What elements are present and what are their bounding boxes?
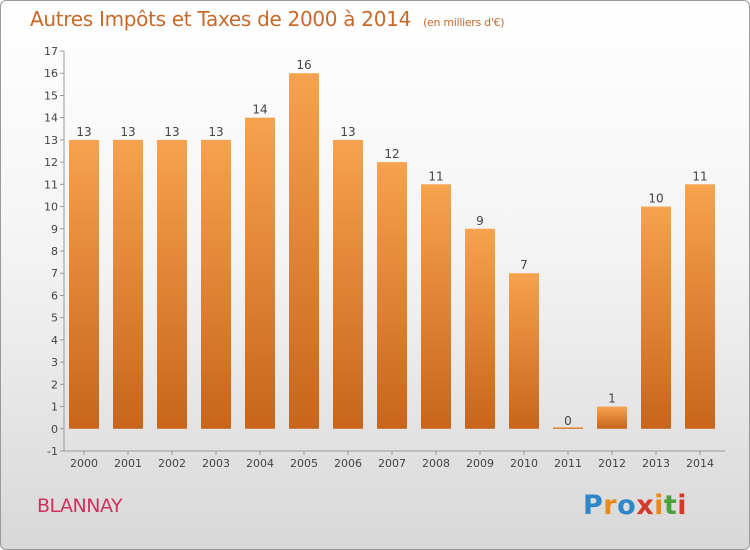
brand-logo-letter: P (583, 490, 604, 521)
x-tick-label: 2012 (598, 457, 626, 470)
bar (289, 73, 319, 429)
y-tick-label: 8 (51, 245, 58, 258)
bar-value-label: 10 (648, 192, 663, 206)
y-tick-label: 0 (51, 423, 58, 436)
bar (157, 139, 187, 429)
brand-logo-letter: i (654, 490, 664, 521)
y-tick-label: 3 (51, 356, 58, 369)
y-tick-label: -1 (47, 445, 58, 458)
bar (685, 184, 715, 429)
y-tick-label: 16 (44, 67, 58, 80)
bar (509, 273, 539, 429)
bar-value-label: 11 (692, 169, 707, 183)
chart-title: Autres Impôts et Taxes de 2000 à 2014 (e… (30, 7, 505, 31)
bar-value-label: 12 (384, 147, 399, 161)
y-tick-label: 17 (44, 45, 58, 58)
y-tick-label: 2 (51, 378, 58, 391)
bar-value-label: 16 (296, 58, 311, 72)
chart-title-text: Autres Impôts et Taxes de 2000 à 2014 (30, 7, 411, 31)
bar (465, 228, 495, 429)
x-tick-label: 2011 (554, 457, 582, 470)
y-tick-label: 14 (44, 112, 58, 125)
x-tick-label: 2008 (422, 457, 450, 470)
y-tick-label: 6 (51, 289, 58, 302)
bar-value-label: 9 (476, 214, 484, 228)
y-tick-label: 1 (51, 401, 58, 414)
bar-value-label: 13 (208, 125, 223, 139)
brand-logo-letter: i (677, 490, 688, 521)
y-tick-label: 4 (51, 334, 58, 347)
x-tick-label: 2004 (246, 457, 274, 470)
x-tick-label: 2014 (686, 457, 714, 470)
bar-value-label: 7 (520, 258, 528, 272)
bar-value-label: 14 (252, 103, 267, 117)
x-tick-label: 2002 (158, 457, 186, 470)
brand-logo-letter: t (663, 490, 678, 521)
bar (69, 139, 99, 429)
bar-value-label: 13 (120, 125, 135, 139)
x-tick-label: 2007 (378, 457, 406, 470)
bar-value-label: 13 (164, 125, 179, 139)
bar (201, 139, 231, 429)
bar (245, 117, 275, 429)
y-tick-label: 11 (44, 178, 58, 191)
y-tick-label: 7 (51, 267, 58, 280)
x-tick-label: 2005 (290, 457, 318, 470)
y-tick-label: 12 (44, 156, 58, 169)
brand-logo-letter: o (617, 490, 637, 521)
y-tick-label: 5 (51, 312, 58, 325)
y-tick-label: 9 (51, 223, 58, 236)
bar (553, 427, 583, 429)
bar (377, 162, 407, 429)
x-tick-label: 2001 (114, 457, 142, 470)
x-tick-label: 2010 (510, 457, 538, 470)
bar (113, 139, 143, 429)
bar-value-label: 13 (76, 125, 91, 139)
bar-value-label: 13 (340, 125, 355, 139)
bar (421, 184, 451, 429)
bar-value-label: 11 (428, 169, 443, 183)
x-tick-label: 2013 (642, 457, 670, 470)
location-name: BLANNAY (37, 495, 123, 517)
y-tick-label: 15 (44, 89, 58, 102)
x-tick-label: 2006 (334, 457, 362, 470)
bar (641, 206, 671, 429)
x-tick-label: 2003 (202, 457, 230, 470)
x-tick-label: 2000 (70, 457, 98, 470)
bar (597, 406, 627, 429)
bar-value-label: 1 (608, 392, 616, 406)
bar-value-label: 0 (564, 414, 572, 428)
brand-logo: Proxiti (583, 490, 687, 521)
bar (333, 139, 363, 429)
y-tick-label: 13 (44, 134, 58, 147)
brand-logo-letter: x (636, 490, 655, 521)
x-tick-label: 2009 (466, 457, 494, 470)
brand-logo-letter: r (603, 490, 618, 521)
chart-unit-label: (en milliers d'€) (423, 16, 505, 29)
y-tick-label: 10 (44, 201, 58, 214)
